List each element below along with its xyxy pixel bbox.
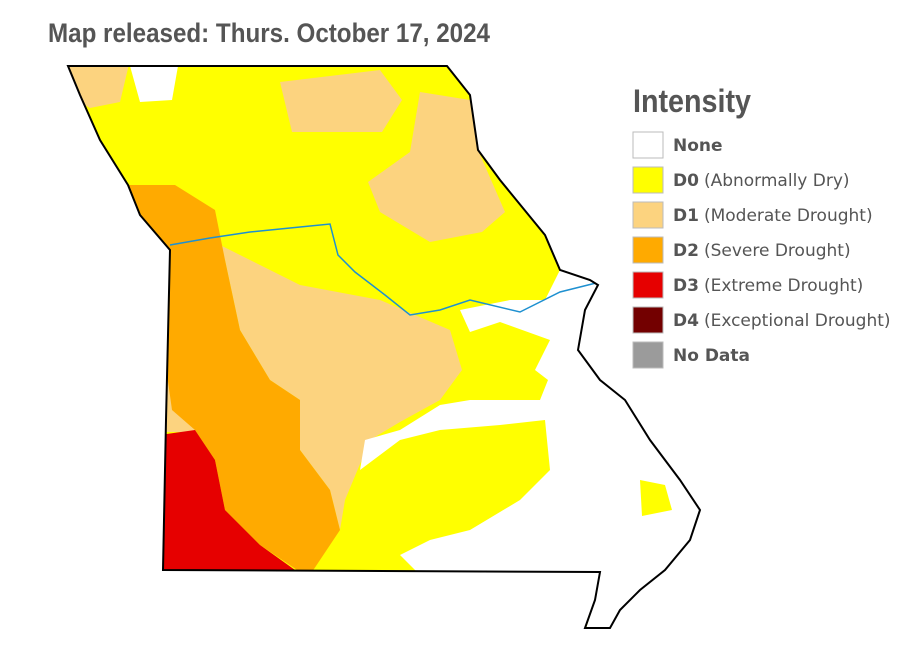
legend-code: D1 [673,206,699,226]
legend-label: D0 (Abnormally Dry) [673,171,850,191]
legend-description: (Abnormally Dry) [704,171,850,191]
legend-swatch [632,341,664,369]
legend-swatch [632,306,664,334]
map-title: Map released: Thurs. October 17, 2024 [48,18,490,48]
legend-code: D4 [673,311,699,331]
legend-description: (Moderate Drought) [704,206,873,226]
legend-swatch [632,236,664,264]
legend-label: D2 (Severe Drought) [673,241,851,261]
legend-description: (Exceptional Drought) [704,311,891,331]
legend-text: No Data [673,346,750,366]
legend-code: D2 [673,241,699,261]
legend-code: D3 [673,276,699,296]
legend-swatch [632,271,664,299]
legend-code: D0 [673,171,699,191]
drought-map [68,66,700,628]
legend-swatch [632,201,664,229]
legend-label: None [673,136,723,156]
legend-title: Intensity [633,83,751,119]
legend-description: (Extreme Drought) [704,276,863,296]
legend-label: No Data [673,346,750,366]
legend-description: (Severe Drought) [704,241,851,261]
legend-text: None [673,136,723,156]
legend-swatch [632,166,664,194]
legend-label: D4 (Exceptional Drought) [673,311,891,331]
legend-swatch [632,131,664,159]
legend-label: D3 (Extreme Drought) [673,276,863,296]
legend-label: D1 (Moderate Drought) [673,206,873,226]
